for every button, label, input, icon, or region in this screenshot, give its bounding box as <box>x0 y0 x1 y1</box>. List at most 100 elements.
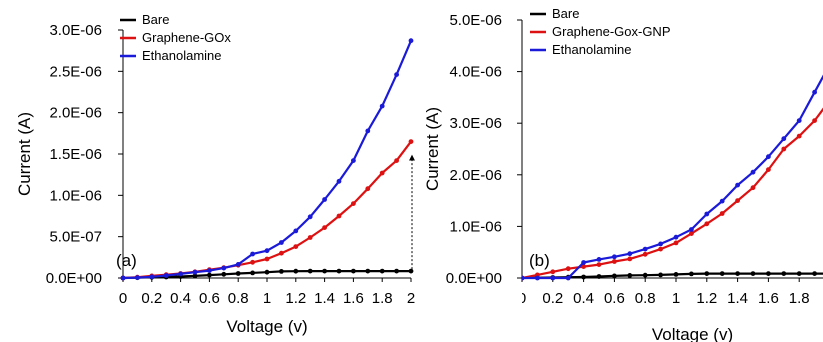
series-group <box>520 62 823 281</box>
x-tick-label: 0.2 <box>542 290 563 307</box>
data-point <box>704 271 709 276</box>
y-tick-label: 2.0E-06 <box>49 105 102 122</box>
y-tick-label: 1.5E-06 <box>49 146 102 163</box>
data-point <box>658 242 663 247</box>
data-point <box>409 38 414 43</box>
legend-label: Ethanolamine <box>142 48 222 63</box>
x-tick-label: 0 <box>119 290 127 307</box>
data-point <box>735 183 740 188</box>
data-point <box>265 257 270 262</box>
data-point <box>293 229 298 234</box>
data-point <box>322 269 327 274</box>
data-point <box>236 271 241 276</box>
data-point <box>164 273 169 278</box>
x-tick-label: 1.8 <box>789 290 810 307</box>
data-point <box>351 158 356 163</box>
data-point <box>766 271 771 276</box>
data-point <box>720 211 725 216</box>
x-tick-label: 0.8 <box>228 290 249 307</box>
data-point <box>380 269 385 274</box>
panel-label: (a) <box>116 251 137 270</box>
data-point <box>322 225 327 230</box>
data-point <box>365 186 370 191</box>
data-point <box>293 244 298 249</box>
data-point <box>735 271 740 276</box>
data-point <box>766 167 771 172</box>
data-point <box>236 262 241 267</box>
data-point <box>627 257 632 262</box>
x-tick-label: 0.4 <box>573 290 594 307</box>
x-tick-label: 2 <box>407 290 415 307</box>
x-tick-label: 0.4 <box>170 290 191 307</box>
data-point <box>781 147 786 152</box>
legend-label: Bare <box>552 6 579 21</box>
legend-label: Ethanolamine <box>552 42 632 57</box>
data-point <box>597 262 602 267</box>
data-point <box>121 276 126 281</box>
y-tick-label: 3.0E-06 <box>49 22 102 39</box>
data-point <box>135 275 140 280</box>
data-point <box>308 214 313 219</box>
data-point <box>337 269 342 274</box>
series-group <box>121 38 414 280</box>
data-point <box>797 134 802 139</box>
data-point <box>797 118 802 123</box>
data-point <box>380 104 385 109</box>
data-point <box>766 154 771 159</box>
y-tick-label: 0.0E+00 <box>46 270 102 287</box>
data-point <box>178 272 183 277</box>
data-point <box>566 276 571 281</box>
x-tick-label: 0.2 <box>141 290 162 307</box>
y-axis-title: Current (A) <box>423 107 442 191</box>
data-point <box>735 198 740 203</box>
x-tick-label: 1.2 <box>696 290 717 307</box>
chart-panel-a: 0.0E+00 5.0E-07 1.0E-06 1.5E-06 2.0E-06 2.5E-… <box>15 12 415 336</box>
x-tick-label: 1.4 <box>314 290 335 307</box>
legend: Bare Graphene-Gox-GNP Ethanolamine <box>530 6 671 57</box>
series-line-graphene-gox-gnp <box>522 100 823 278</box>
x-tick-label: 0 <box>518 290 526 307</box>
data-point <box>627 251 632 256</box>
y-tick-label: 5.0E-07 <box>49 229 102 246</box>
data-point <box>250 252 255 257</box>
y-tick-label: 2.0E-06 <box>449 167 502 184</box>
data-point <box>812 118 817 123</box>
data-point <box>812 271 817 276</box>
data-point <box>689 231 694 236</box>
data-point <box>674 235 679 240</box>
data-point <box>627 273 632 278</box>
data-point <box>751 185 756 190</box>
data-point <box>265 248 270 253</box>
data-point <box>550 276 555 281</box>
data-point <box>797 271 802 276</box>
data-point <box>365 269 370 274</box>
data-point <box>250 271 255 276</box>
data-point <box>221 266 226 271</box>
data-point <box>308 235 313 240</box>
data-point <box>250 260 255 265</box>
data-point <box>380 171 385 176</box>
data-point <box>658 273 663 278</box>
series-line-ethanolamine <box>522 64 823 278</box>
legend-label: Graphene-GOx <box>142 30 231 45</box>
data-point <box>566 266 571 271</box>
data-point <box>689 272 694 277</box>
data-point <box>265 270 270 275</box>
legend-label: Bare <box>142 12 169 27</box>
data-point <box>658 247 663 252</box>
x-tick-label: 1 <box>263 290 271 307</box>
x-tick-label: 1.4 <box>727 290 748 307</box>
legend: Bare Graphene-GOx Ethanolamine <box>120 12 231 63</box>
data-point <box>812 90 817 95</box>
x-tick-label: 1 <box>672 290 680 307</box>
panel-label: (b) <box>529 251 550 270</box>
data-point <box>720 271 725 276</box>
data-point <box>597 274 602 279</box>
data-point <box>279 269 284 274</box>
data-point <box>781 271 786 276</box>
x-tick-label: 1.6 <box>758 290 779 307</box>
y-tick-label: 5.0E-06 <box>449 12 502 29</box>
data-point <box>535 276 540 281</box>
data-point <box>337 214 342 219</box>
